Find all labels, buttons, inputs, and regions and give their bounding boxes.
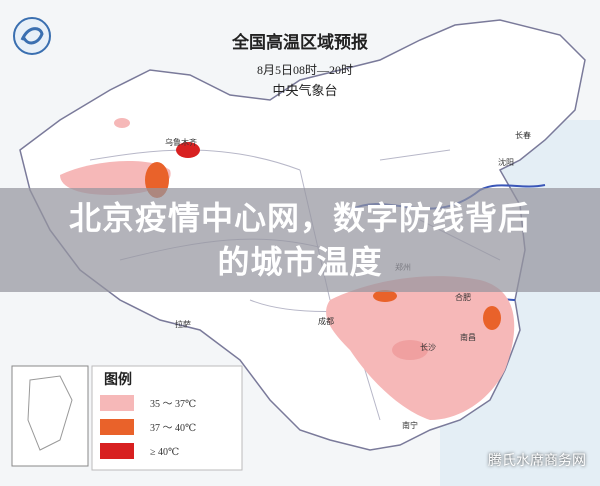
- legend-title: 图例: [104, 371, 132, 388]
- inset-map: [11, 365, 89, 467]
- map-title: 全国高温区域预报: [231, 32, 368, 52]
- heat-zone: [60, 160, 171, 195]
- watermark: 腾氏水席商务网: [488, 453, 586, 469]
- heat-zone: [373, 290, 397, 302]
- city-label: 拉萨: [175, 319, 191, 329]
- heat-zone: [483, 306, 501, 330]
- heat-zone: [114, 118, 130, 128]
- headline: 北京疫情中心网，数字防线背后的城市温度: [68, 199, 531, 281]
- map-source: 中央气象台: [272, 83, 337, 98]
- logo: [13, 17, 51, 55]
- legend-label: 37 ～ 40℃: [150, 423, 196, 434]
- legend-swatch: [100, 395, 134, 411]
- heat-zone: [392, 340, 428, 360]
- city-label: 南昌: [460, 332, 476, 342]
- logo-mark: [20, 27, 44, 45]
- city-label: 成都: [318, 316, 334, 326]
- map-time: 8月5日08时—20时: [257, 63, 353, 77]
- headline-band: [0, 188, 600, 292]
- city-label: 合肥: [455, 292, 471, 302]
- legend-swatch: [100, 419, 134, 435]
- city-label: 乌鲁木齐: [165, 137, 197, 147]
- legend-label: 35 ～ 37℃: [150, 399, 196, 410]
- inset-shape: [27, 375, 73, 451]
- city-label: 长沙: [420, 342, 436, 352]
- city-label: 南宁: [402, 420, 418, 430]
- heat-zone: [176, 142, 200, 158]
- legend-items: 35 ～ 37℃ 37 ～ 40℃ ≥ 40℃: [100, 395, 196, 459]
- city-label: 沈阳: [498, 157, 514, 167]
- legend-label: ≥ 40℃: [150, 447, 179, 458]
- legend-swatch: [100, 443, 134, 459]
- city-label: 长春: [515, 130, 531, 140]
